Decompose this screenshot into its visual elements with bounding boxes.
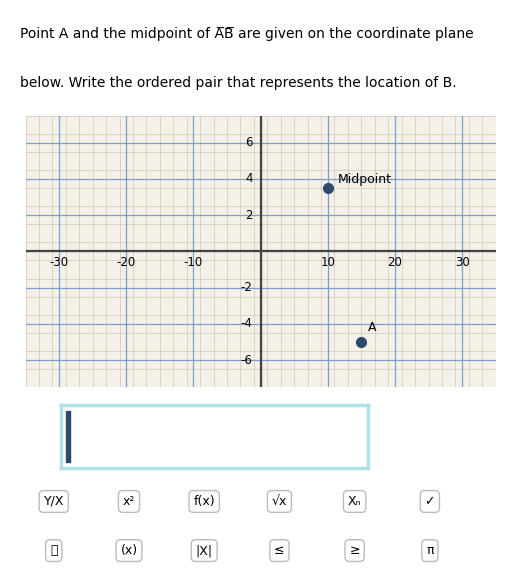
Text: ✓: ✓ [425, 495, 435, 508]
Text: 2: 2 [245, 209, 252, 222]
Text: π: π [426, 544, 434, 557]
Text: 🗑: 🗑 [50, 544, 58, 557]
Bar [66, 411, 69, 462]
Text: -6: -6 [241, 354, 252, 366]
Text: f(x): f(x) [193, 495, 215, 508]
Text: A: A [368, 321, 377, 334]
Text: √x: √x [272, 495, 287, 508]
Text: Xₙ: Xₙ [348, 495, 361, 508]
Text: 6: 6 [245, 136, 252, 149]
Text: 30: 30 [455, 256, 470, 269]
Text: below. Write the ordered pair that represents the location of B.: below. Write the ordered pair that repre… [20, 76, 457, 90]
Text: -10: -10 [184, 256, 203, 269]
Text: x²: x² [123, 495, 135, 508]
Text: 4: 4 [245, 172, 252, 186]
Text: Point A and the midpoint of A̅B̅ are given on the coordinate plane: Point A and the midpoint of A̅B̅ are giv… [20, 27, 474, 41]
Text: -4: -4 [241, 317, 252, 331]
Text: ≥: ≥ [350, 544, 360, 557]
Text: Midpoint: Midpoint [338, 173, 392, 186]
Text: 20: 20 [387, 256, 402, 269]
Text: -2: -2 [241, 281, 252, 294]
Text: ≤: ≤ [274, 544, 285, 557]
Text: -30: -30 [50, 256, 68, 269]
Text: 10: 10 [320, 256, 335, 269]
Text: Y/X: Y/X [43, 495, 64, 508]
Text: -20: -20 [117, 256, 136, 269]
Text: (x): (x) [121, 544, 137, 557]
Text: |X|: |X| [196, 544, 213, 557]
